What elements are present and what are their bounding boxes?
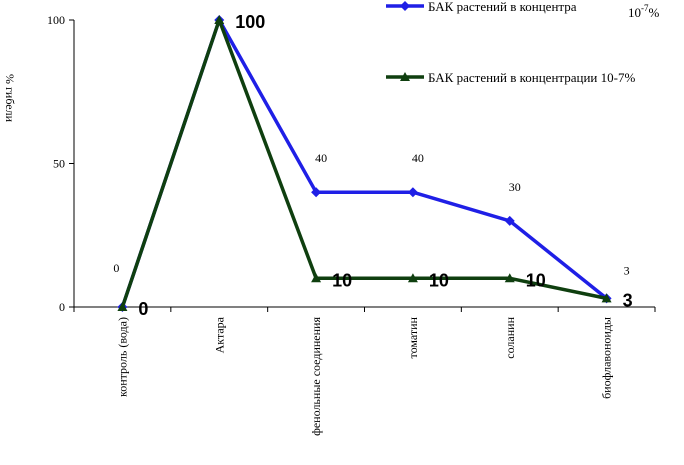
- data-label: 30: [509, 180, 521, 194]
- triangle-marker: [601, 293, 612, 303]
- series-line: [120, 18, 607, 308]
- legend-label: БАК растений в концентрации 10-7%: [428, 70, 635, 85]
- data-label: 3: [623, 290, 633, 310]
- triangle-marker: [214, 15, 225, 24]
- series-line: [120, 18, 608, 308]
- y-axis-label: % гибели: [3, 74, 17, 123]
- triangle-marker: [117, 302, 128, 311]
- data-label: 40: [315, 151, 327, 165]
- data-label: 10: [526, 270, 546, 290]
- diamond-marker: [400, 1, 410, 11]
- legend-label: БАК растений в концентра: [428, 0, 577, 14]
- triangle-marker: [504, 273, 515, 283]
- x-tick-label: соланин: [503, 316, 517, 358]
- data-label: 40: [412, 151, 424, 165]
- series-2: [117, 15, 612, 311]
- x-tick-label: Актара: [212, 316, 226, 353]
- legend-entry-2: БАК растений в концентрации 10-7%: [386, 70, 635, 85]
- data-label: 100: [235, 12, 265, 32]
- triangle-marker: [400, 72, 410, 81]
- legend: БАК растений в концентра 10-7%БАК растени…: [386, 0, 660, 85]
- x-tick-label: томатин: [406, 316, 420, 358]
- data-label: 10: [332, 270, 352, 290]
- y-tick-label: 50: [53, 157, 65, 171]
- diamond-marker: [407, 187, 418, 198]
- x-tick-label: контроль (вода): [115, 317, 129, 397]
- diamond-marker: [311, 187, 322, 198]
- y-tick-label: 0: [59, 300, 65, 314]
- diamond-marker: [504, 215, 515, 226]
- y-tick-label: 100: [47, 13, 65, 27]
- triangle-marker: [407, 273, 418, 283]
- data-label: 0: [113, 261, 119, 275]
- series-layer: [117, 15, 612, 312]
- x-tick-label: фенольные соединения: [309, 317, 323, 436]
- series-1: [117, 15, 612, 312]
- triangle-marker: [311, 273, 322, 283]
- data-label: 10: [429, 270, 449, 290]
- data-label: 0: [138, 299, 148, 319]
- legend-label-suffix: 10-7%: [628, 3, 660, 20]
- x-tick-label: биофлавоноиды: [600, 317, 614, 399]
- data-label: 3: [624, 263, 630, 277]
- legend-entry-1: БАК растений в концентра 10-7%: [386, 0, 660, 20]
